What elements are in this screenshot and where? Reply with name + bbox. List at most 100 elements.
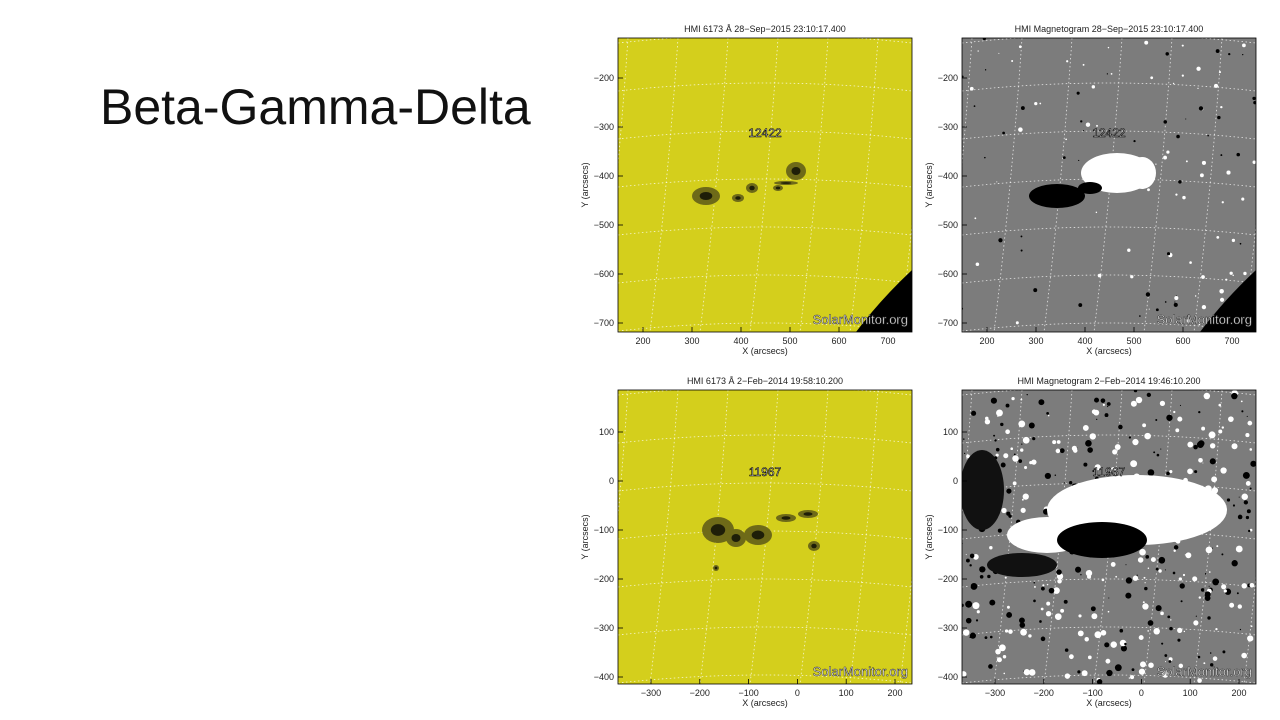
flux-speck <box>1179 583 1185 589</box>
negative-polarity <box>1029 184 1085 208</box>
flux-speck <box>1150 76 1154 80</box>
flux-speck <box>1107 610 1110 613</box>
image-frame <box>617 389 913 685</box>
flux-speck <box>1142 423 1147 428</box>
flux-speck <box>1096 679 1103 684</box>
flux-speck <box>962 629 970 636</box>
flux-speck <box>1183 630 1186 633</box>
flux-speck <box>1107 405 1109 408</box>
flux-speck <box>1172 571 1176 575</box>
flux-speck <box>1002 655 1007 659</box>
flux-speck <box>1241 410 1244 413</box>
flux-speck <box>1202 462 1204 464</box>
grid-line <box>799 38 829 332</box>
flux-speck <box>1167 615 1171 619</box>
flux-speck <box>1090 606 1096 612</box>
flux-speck <box>1148 308 1150 310</box>
flux-speck <box>1242 53 1244 56</box>
flux-speck <box>1229 271 1233 275</box>
flux-speck <box>1127 248 1131 252</box>
x-tick-label: −200 <box>1034 688 1054 698</box>
grid-line <box>799 390 829 684</box>
flux-speck <box>1023 669 1030 676</box>
flux-speck <box>1020 507 1026 513</box>
flux-speck <box>1156 453 1160 457</box>
flux-speck <box>1205 546 1213 554</box>
flux-speck <box>979 566 986 573</box>
grid-line <box>962 626 1256 636</box>
sunspot-umbra <box>780 182 792 184</box>
flux-speck <box>1249 448 1253 451</box>
grid-line <box>1243 573 1256 684</box>
x-tick-label: 200 <box>979 336 994 346</box>
flux-speck <box>1005 429 1010 435</box>
flux-speck <box>1052 440 1057 445</box>
flux-speck <box>1196 66 1201 71</box>
flux-speck <box>1022 436 1030 444</box>
flux-speck <box>1218 429 1223 434</box>
flux-speck <box>1160 448 1162 450</box>
flux-speck <box>982 38 986 41</box>
flux-speck <box>1138 635 1144 641</box>
flux-speck <box>1242 43 1246 48</box>
flux-speck <box>1237 604 1242 609</box>
flux-speck <box>1139 315 1141 317</box>
x-tick-label: 700 <box>1224 336 1239 346</box>
flux-speck <box>1130 400 1137 407</box>
flux-speck <box>1181 44 1184 47</box>
image-frame <box>961 389 1257 685</box>
flux-speck <box>1066 60 1069 63</box>
flux-speck <box>1020 448 1024 452</box>
flux-speck <box>972 602 980 610</box>
solar-image <box>618 38 912 332</box>
flux-speck <box>1033 585 1036 588</box>
y-axis-label: Y (arcsecs) <box>580 514 590 559</box>
grid-line <box>699 38 729 332</box>
flux-speck <box>1246 415 1248 417</box>
flux-speck <box>1125 564 1127 566</box>
flux-speck <box>1209 443 1216 449</box>
flux-speck <box>1125 577 1133 584</box>
flux-speck <box>1153 451 1156 454</box>
flux-speck <box>1132 438 1139 446</box>
flux-speck <box>1173 545 1179 550</box>
flux-speck <box>996 409 1003 417</box>
flux-speck <box>1164 654 1168 657</box>
y-tick-label: 0 <box>953 476 958 486</box>
flux-speck <box>995 447 1000 452</box>
flux-speck <box>1080 574 1082 576</box>
region-label: 11967 <box>1093 465 1126 479</box>
flux-speck <box>1201 305 1207 310</box>
grid-line <box>993 38 1023 332</box>
flux-speck <box>999 644 1006 652</box>
flux-speck <box>1065 138 1068 141</box>
flux-speck <box>965 617 972 624</box>
flux-speck <box>1033 288 1038 293</box>
flux-speck <box>1174 301 1176 303</box>
flux-speck <box>1187 441 1194 448</box>
grid-line <box>618 674 912 684</box>
flux-speck <box>1223 589 1227 593</box>
flux-speck <box>1106 669 1113 677</box>
x-axis-label: X (arcsecs) <box>742 346 788 356</box>
grid-line <box>618 130 912 140</box>
flux-speck <box>1220 105 1223 109</box>
flux-speck <box>1225 278 1228 281</box>
solar-limb <box>1200 270 1256 332</box>
flux-speck <box>1147 630 1149 632</box>
flux-speck <box>1241 583 1247 589</box>
flux-speck <box>1178 663 1184 669</box>
flux-speck <box>1039 620 1042 623</box>
flux-speck <box>1015 321 1019 325</box>
flux-speck <box>1212 656 1218 661</box>
flux-speck <box>993 434 996 437</box>
flux-speck <box>1245 515 1250 520</box>
x-tick-label: 400 <box>1077 336 1092 346</box>
image-frame <box>961 37 1257 333</box>
flux-speck <box>1195 615 1197 617</box>
flux-speck <box>1100 398 1106 403</box>
flux-speck <box>1226 170 1231 175</box>
flux-speck <box>1005 403 1010 408</box>
flux-speck <box>1142 601 1145 604</box>
flux-speck <box>1019 617 1025 624</box>
